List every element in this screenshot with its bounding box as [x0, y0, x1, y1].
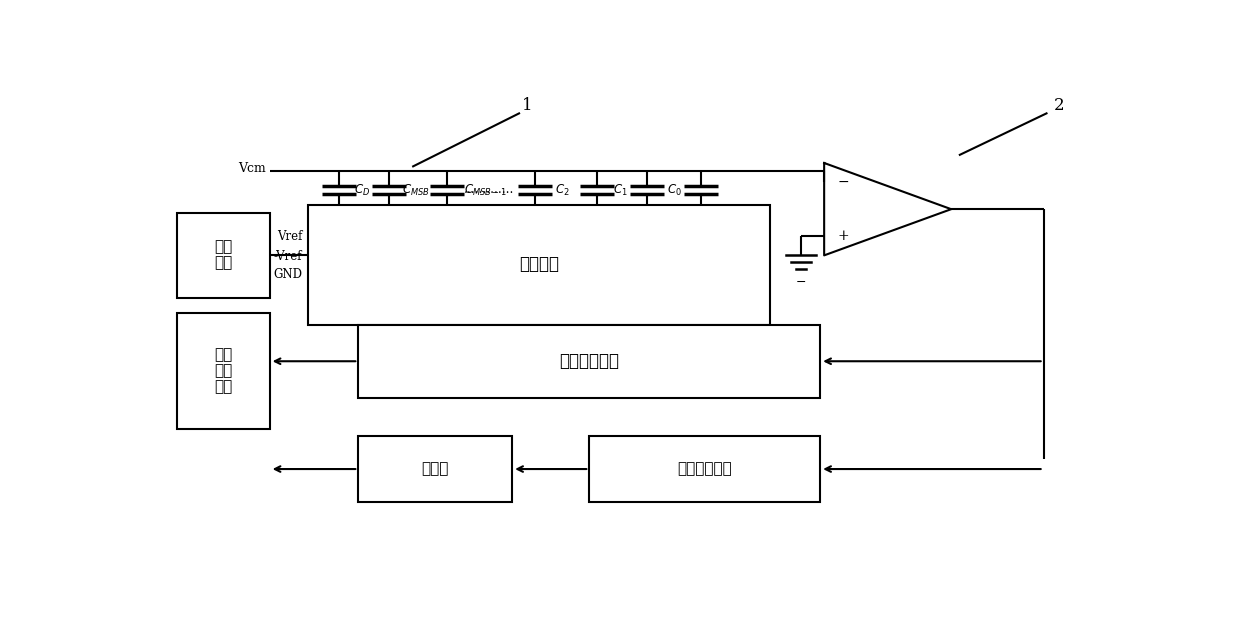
Text: −: −	[796, 276, 806, 289]
Text: $C_{MSB-1}$: $C_{MSB-1}$	[464, 182, 507, 197]
Text: 自适应滤波器: 自适应滤波器	[677, 462, 732, 476]
Text: 逻辑控制电路: 逻辑控制电路	[559, 353, 619, 370]
Text: -Vref: -Vref	[274, 251, 303, 263]
Bar	[309, 205, 770, 325]
Text: 输出
数字
信号: 输出 数字 信号	[215, 348, 233, 394]
Text: −: −	[837, 175, 849, 189]
Bar	[177, 313, 270, 429]
Text: $C_{0}$: $C_{0}$	[667, 182, 682, 197]
Text: Vref: Vref	[277, 230, 303, 242]
Text: $C_{1}$: $C_{1}$	[613, 182, 627, 197]
Text: $C_{MSB}$: $C_{MSB}$	[402, 182, 430, 197]
Text: +: +	[837, 229, 849, 243]
Text: .............: .............	[464, 184, 515, 196]
Bar	[358, 436, 512, 502]
Text: GND: GND	[273, 268, 303, 281]
Bar	[589, 436, 821, 502]
Text: 1: 1	[522, 97, 533, 114]
Bar	[358, 325, 821, 398]
Text: 2: 2	[1054, 97, 1064, 114]
Text: Vcm: Vcm	[238, 162, 265, 175]
Text: $C_{2}$: $C_{2}$	[556, 182, 569, 197]
Text: $C_{D}$: $C_{D}$	[355, 182, 371, 197]
Bar	[177, 213, 270, 298]
Text: 开关网络: 开关网络	[520, 256, 559, 273]
Text: 寄存器: 寄存器	[422, 462, 449, 476]
Text: 输入
信号: 输入 信号	[215, 241, 233, 270]
